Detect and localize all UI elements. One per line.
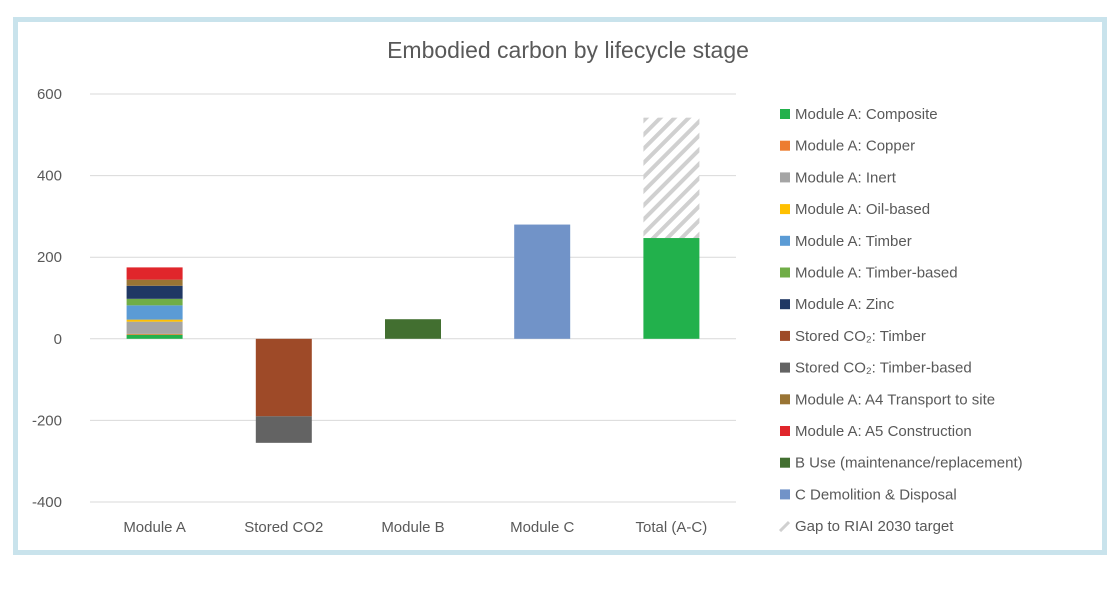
x-axis: Module A Stored CO2 Module B Module C Total … bbox=[123, 519, 707, 536]
x-tick-label: Stored CO2 bbox=[244, 519, 323, 536]
legend: Module A: Composite Module A: Copper Modul… bbox=[778, 106, 1023, 535]
legend-swatch bbox=[780, 204, 790, 215]
legend-swatch bbox=[780, 394, 790, 405]
bar-segment bbox=[126, 333, 183, 335]
legend-swatch bbox=[780, 426, 790, 436]
y-tick-label: 0 bbox=[54, 331, 62, 348]
bar-segment bbox=[126, 321, 183, 334]
legend-label: Stored CO₂: Timber-based bbox=[795, 360, 972, 377]
legend-swatch bbox=[780, 172, 790, 183]
legend-swatch bbox=[780, 362, 790, 373]
bar-segment bbox=[643, 117, 700, 239]
bar-segment bbox=[126, 298, 183, 306]
legend-label: Module A: Inert bbox=[795, 169, 897, 186]
gridlines bbox=[90, 93, 736, 503]
legend-label: Gap to RIAI 2030 target bbox=[795, 518, 954, 535]
legend-swatch bbox=[780, 109, 790, 119]
bar-segment bbox=[126, 285, 183, 299]
bar-segment bbox=[126, 305, 183, 320]
x-tick-label: Module A bbox=[123, 519, 186, 536]
y-axis: 600 400 200 0 -200 -400 bbox=[32, 86, 62, 511]
bar-segment bbox=[126, 267, 183, 280]
legend-swatch bbox=[780, 140, 790, 151]
bars bbox=[126, 117, 700, 443]
legend-swatch bbox=[780, 267, 790, 278]
y-tick-label: 200 bbox=[37, 249, 62, 266]
legend-swatch bbox=[780, 299, 790, 310]
legend-label: Module A: Oil-based bbox=[795, 201, 930, 218]
legend-label: Module A: Zinc bbox=[795, 296, 895, 313]
bar-segment bbox=[126, 279, 183, 286]
legend-label: Module A: Copper bbox=[795, 138, 915, 155]
legend-swatch bbox=[780, 489, 790, 500]
x-tick-label: Module C bbox=[510, 519, 574, 536]
legend-label: B Use (maintenance/replacement) bbox=[795, 455, 1023, 472]
legend-swatch bbox=[780, 330, 790, 341]
bar-segment bbox=[385, 319, 441, 339]
x-tick-label: Module B bbox=[381, 519, 444, 536]
legend-label: Module A: Timber-based bbox=[795, 265, 958, 282]
legend-label: Module A: A5 Construction bbox=[795, 423, 972, 440]
bar-segment bbox=[514, 224, 571, 339]
x-tick-label: Total (A-C) bbox=[636, 519, 708, 536]
legend-swatch bbox=[780, 457, 790, 468]
chart-title: Embodied carbon by lifecycle stage bbox=[387, 37, 749, 63]
y-tick-label: -400 bbox=[32, 494, 62, 511]
legend-label: Stored CO₂: Timber bbox=[795, 328, 926, 345]
legend-swatch bbox=[778, 521, 791, 533]
bar-segment bbox=[255, 416, 312, 443]
legend-label: C Demolition & Disposal bbox=[795, 486, 957, 503]
bar-segment bbox=[126, 334, 183, 339]
legend-swatch bbox=[780, 235, 790, 246]
y-tick-label: -200 bbox=[32, 412, 62, 429]
chart-frame: 600 400 200 0 -200 -400 Module A Stored CO2 Mod… bbox=[13, 17, 1107, 555]
bar-segment bbox=[255, 338, 312, 417]
legend-label: Module A: Composite bbox=[795, 106, 938, 123]
bar-segment bbox=[126, 319, 183, 322]
y-tick-label: 600 bbox=[37, 86, 62, 103]
y-tick-label: 400 bbox=[37, 168, 62, 185]
legend-label: Module A: Timber bbox=[795, 233, 912, 250]
legend-label: Module A: A4 Transport to site bbox=[795, 391, 995, 408]
bar-segment bbox=[643, 238, 700, 339]
